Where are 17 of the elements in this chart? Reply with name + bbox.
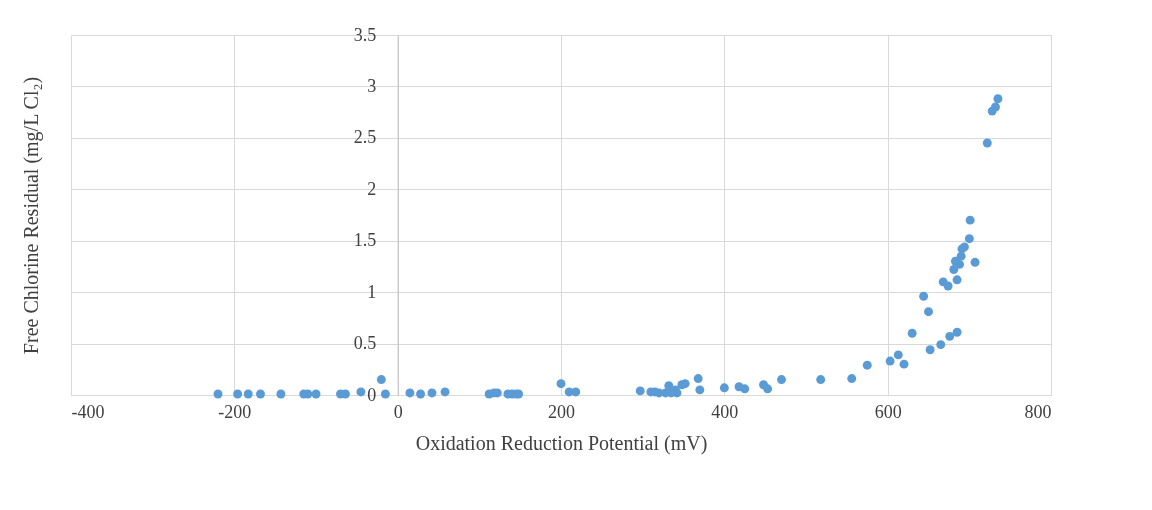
x-tick-label: 200 bbox=[548, 401, 575, 422]
y-tick-label: 2.5 bbox=[353, 127, 377, 148]
y-tick-label: 3 bbox=[367, 75, 377, 96]
y-tick-label: 0 bbox=[367, 384, 377, 405]
y-axis-title: Free Chlorine Residual (mg/L Cl₂) bbox=[19, 76, 43, 355]
y-tick-label: 1.5 bbox=[353, 230, 377, 251]
x-axis-title: Oxidation Reduction Potential (mV) bbox=[415, 431, 708, 455]
y-tick-label: 2 bbox=[367, 178, 377, 199]
x-tick-label: 600 bbox=[874, 401, 902, 422]
y-tick-label: 3.5 bbox=[353, 24, 377, 45]
x-tick-label: 800 bbox=[1024, 401, 1052, 422]
x-tick-label: -200 bbox=[218, 401, 252, 422]
y-tick-label: 1 bbox=[367, 281, 377, 302]
x-tick-label: 0 bbox=[393, 401, 403, 422]
y-tick-label: 0.5 bbox=[353, 333, 377, 354]
x-tick-label: -400 bbox=[71, 401, 105, 422]
x-tick-label: 400 bbox=[711, 401, 739, 422]
